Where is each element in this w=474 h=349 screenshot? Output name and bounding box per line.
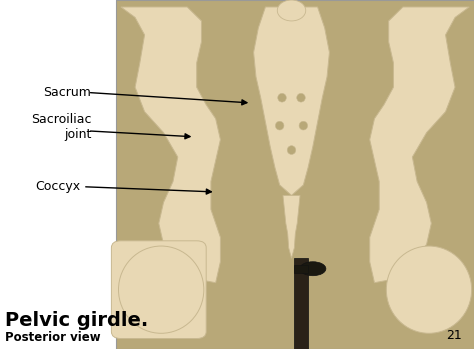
Polygon shape bbox=[254, 7, 329, 195]
Bar bbox=[294, 265, 308, 273]
Ellipse shape bbox=[118, 246, 204, 333]
Bar bbox=[116, 0, 474, 349]
Bar bbox=[294, 258, 308, 349]
Ellipse shape bbox=[275, 121, 284, 130]
Text: Sacrum: Sacrum bbox=[43, 86, 91, 99]
Bar bbox=[116, 0, 474, 349]
Text: Posterior view: Posterior view bbox=[5, 331, 100, 344]
Ellipse shape bbox=[297, 93, 305, 102]
Ellipse shape bbox=[278, 93, 286, 102]
Polygon shape bbox=[121, 7, 220, 283]
Text: 21: 21 bbox=[447, 329, 462, 342]
Text: Pelvic girdle.: Pelvic girdle. bbox=[5, 311, 148, 330]
Ellipse shape bbox=[277, 0, 306, 21]
Polygon shape bbox=[370, 7, 469, 283]
Polygon shape bbox=[283, 195, 300, 258]
Ellipse shape bbox=[299, 121, 308, 130]
Ellipse shape bbox=[300, 262, 326, 276]
Ellipse shape bbox=[386, 246, 472, 333]
Ellipse shape bbox=[287, 146, 296, 155]
FancyBboxPatch shape bbox=[111, 241, 206, 339]
Text: Sacroiliac
joint: Sacroiliac joint bbox=[31, 113, 91, 141]
Text: Coccyx: Coccyx bbox=[36, 180, 81, 193]
